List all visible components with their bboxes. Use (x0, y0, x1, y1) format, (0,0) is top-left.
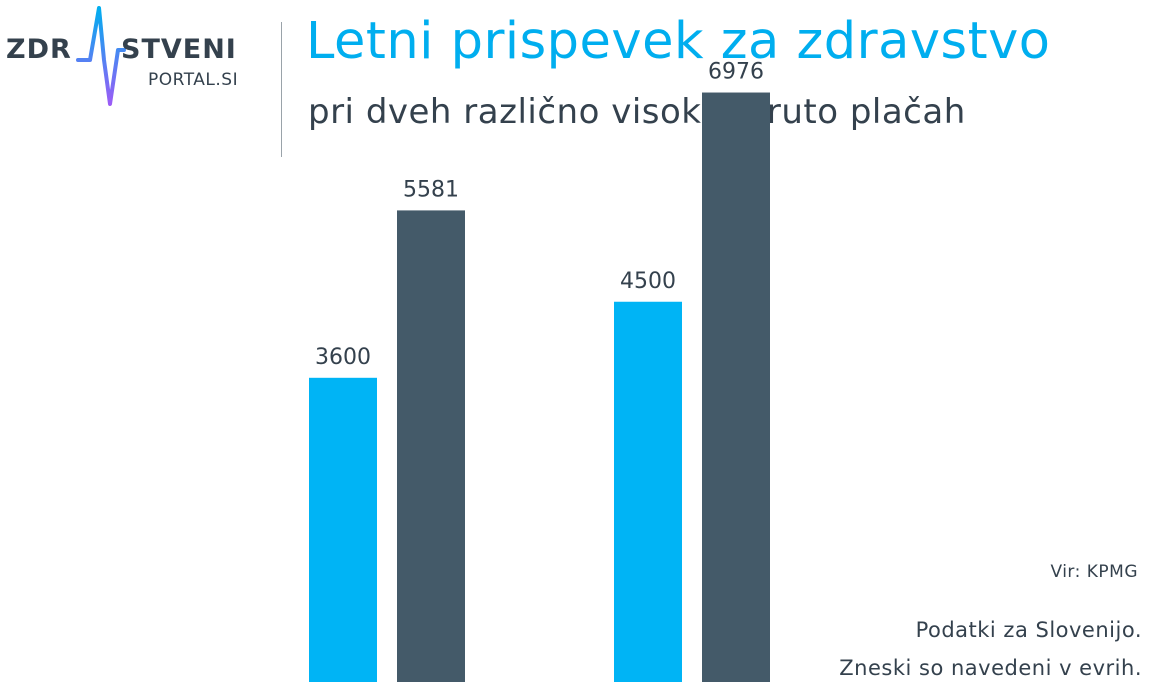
bar-g2-s1 (614, 301, 682, 682)
footnote-region: Podatki za Slovenijo. (915, 618, 1142, 642)
bar-g1-s2 (397, 210, 465, 682)
footnote-currency: Zneski so navedeni v evrih. (839, 656, 1142, 680)
logo-subtext: PORTAL.SI (148, 70, 239, 90)
chart-title: Letni prispevek za zdravstvo (306, 12, 1051, 71)
logo-word-2: STVENI (121, 34, 237, 65)
data-label-g2-s1: 4500 (620, 269, 676, 294)
data-label-g2-s2: 6976 (708, 60, 764, 85)
header-divider (281, 22, 282, 157)
bar-g1-s1 (309, 377, 377, 682)
bar-g2-s2 (702, 92, 770, 682)
data-label-g1-s2: 5581 (403, 177, 459, 202)
logo-word-1: ZDR (6, 34, 72, 65)
heartbeat-logo-icon (76, 6, 126, 106)
source-note: Vir: KPMG (1050, 562, 1138, 582)
data-label-g1-s1: 3600 (315, 345, 371, 370)
chart-subtitle: pri dveh različno visokih bruto plačah (308, 92, 966, 132)
logo: ZDR STVENI PORTAL.SI (0, 0, 270, 110)
